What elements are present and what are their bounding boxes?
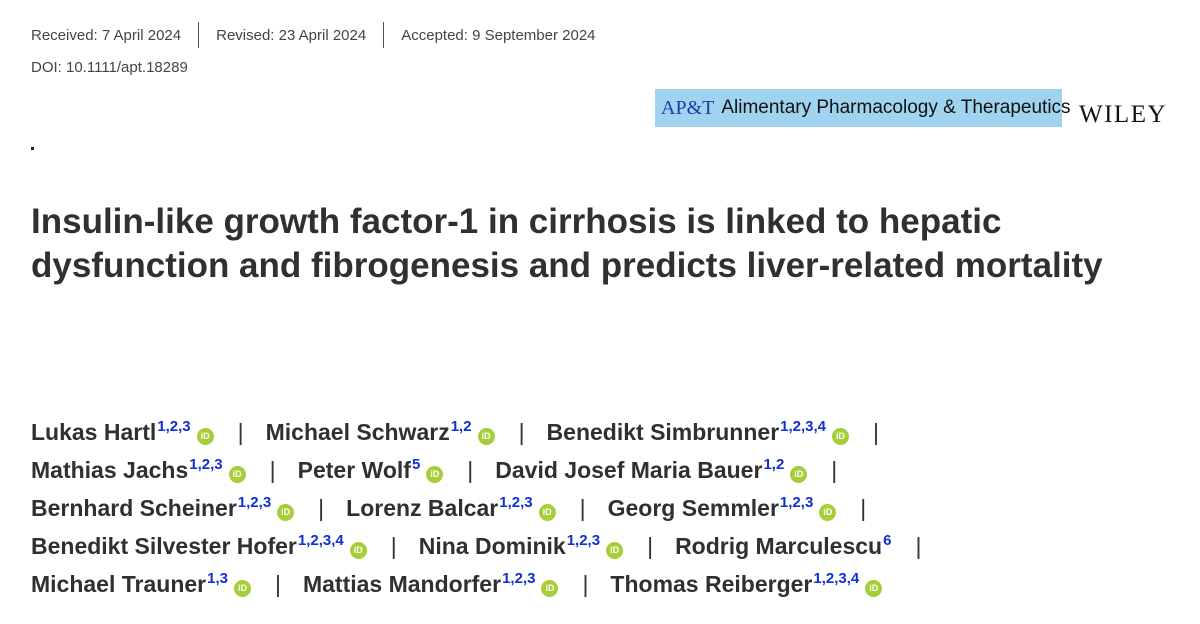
author-separator: | bbox=[647, 533, 654, 559]
author-separator: | bbox=[582, 571, 589, 597]
affiliation-superscript[interactable]: 6 bbox=[883, 532, 892, 549]
author-line: Benedikt Silvester Hofer1,2,3,4 iD | Nina D… bbox=[31, 522, 1181, 560]
author-separator: | bbox=[860, 495, 867, 521]
author-name[interactable]: Benedikt Silvester Hofer bbox=[31, 533, 297, 559]
author-separator: | bbox=[318, 495, 325, 521]
affiliation-superscript[interactable]: 1,2,3,4 bbox=[780, 418, 827, 435]
author-name[interactable]: Georg Semmler bbox=[607, 495, 779, 521]
affiliation-superscript[interactable]: 1,2,3 bbox=[189, 456, 223, 473]
orcid-icon[interactable]: iD bbox=[538, 504, 556, 521]
author-line: Lukas Hartl1,2,3 iD | Michael Schwarz1,2 iD |… bbox=[31, 408, 1181, 446]
author: Mattias Mandorfer1,2,3 iD bbox=[302, 560, 559, 603]
affiliation-superscript[interactable]: 5 bbox=[411, 456, 421, 473]
journal-badge[interactable]: AP&T Alimentary Pharmacology & Therapeut… bbox=[655, 89, 1071, 127]
orcid-icon[interactable]: iD bbox=[277, 504, 295, 521]
author: Rodrig Marculescu6 bbox=[675, 522, 891, 565]
orcid-icon[interactable]: iD bbox=[233, 580, 251, 597]
author: Thomas Reiberger1,2,3,4 iD bbox=[610, 560, 883, 603]
author-name[interactable]: Bernhard Scheiner bbox=[31, 495, 237, 521]
author: Peter Wolf5 iD bbox=[298, 446, 444, 489]
affiliation-superscript[interactable]: 1,2,3 bbox=[499, 494, 533, 511]
author-separator: | bbox=[579, 495, 586, 521]
author-separator: | bbox=[518, 419, 525, 445]
author-separator: | bbox=[269, 457, 276, 483]
author-separator: | bbox=[274, 571, 281, 597]
received-date: Received: 7 April 2024 bbox=[31, 26, 182, 44]
journal-abbr-logo: AP&T bbox=[661, 96, 715, 119]
orcid-icon[interactable]: iD bbox=[541, 580, 559, 597]
author-separator: | bbox=[467, 457, 474, 483]
author-separator: | bbox=[831, 457, 838, 483]
affiliation-superscript[interactable]: 1,2,3,4 bbox=[813, 570, 860, 587]
orcid-icon[interactable]: iD bbox=[196, 428, 214, 445]
affiliation-superscript[interactable]: 1,2,3 bbox=[779, 494, 814, 511]
orcid-icon[interactable]: iD bbox=[349, 542, 367, 559]
decorative-dot bbox=[31, 147, 34, 150]
author-separator: | bbox=[915, 533, 922, 559]
author-list: Lukas Hartl1,2,3iD | Michael Schwarz1,2iD |… bbox=[31, 408, 1181, 598]
affiliation-superscript[interactable]: 1,2,3 bbox=[566, 532, 601, 549]
author-name[interactable]: Benedikt Simbrunner bbox=[546, 419, 780, 445]
author-name[interactable]: Michael Trauner bbox=[31, 571, 207, 597]
author-separator: | bbox=[390, 533, 397, 559]
orcid-icon[interactable]: iD bbox=[426, 466, 444, 483]
article-title: Insulin-like growth factor-1 in cirrhosi… bbox=[31, 202, 1103, 285]
doi[interactable]: DOI: 10.1111/apt.18289 bbox=[31, 59, 188, 76]
author: Lorenz Balcar1,2,3 iD bbox=[346, 484, 556, 527]
divider bbox=[198, 22, 200, 48]
orcid-icon[interactable]: iD bbox=[832, 428, 850, 445]
affiliation-superscript[interactable]: 1,2,3 bbox=[157, 418, 191, 435]
author: David Josef Maria Bauer1,2 iD bbox=[495, 446, 808, 489]
author-separator: | bbox=[873, 419, 880, 445]
author-name[interactable]: Lorenz Balcar bbox=[346, 495, 499, 521]
author: Michael Schwarz1,2 iD bbox=[266, 408, 495, 451]
revised-date: Revised: 23 April 2024 bbox=[216, 26, 367, 44]
author-name[interactable]: Lukas Hartl bbox=[31, 419, 157, 445]
author: Mathias Jachs1,2,3 iD bbox=[31, 446, 246, 489]
author-name[interactable]: David Josef Maria Bauer bbox=[495, 457, 763, 483]
author-name[interactable]: Rodrig Marculescu bbox=[675, 533, 883, 559]
affiliation-superscript[interactable]: 1,2,3,4 bbox=[297, 532, 344, 549]
affiliation-superscript[interactable]: 1,2,3 bbox=[237, 494, 272, 511]
author-name[interactable]: Michael Schwarz bbox=[265, 419, 450, 445]
publication-history: Received: 7 April 2024 Revised: 23 April… bbox=[31, 22, 596, 48]
divider bbox=[383, 22, 385, 48]
author: Benedikt Simbrunner1,2,3,4 iD bbox=[546, 408, 850, 451]
author-name[interactable]: Thomas Reiberger bbox=[610, 571, 813, 597]
orcid-icon[interactable]: iD bbox=[606, 542, 624, 559]
affiliation-superscript[interactable]: 1,2 bbox=[450, 418, 472, 435]
author-name[interactable]: Peter Wolf bbox=[297, 457, 411, 483]
orcid-icon[interactable]: iD bbox=[477, 428, 495, 445]
author: Nina Dominik1,2,3 iD bbox=[418, 522, 624, 565]
author-name[interactable]: Mathias Jachs bbox=[31, 457, 189, 483]
orcid-icon[interactable]: iD bbox=[790, 466, 808, 483]
author: Benedikt Silvester Hofer1,2,3,4 iD bbox=[31, 522, 367, 565]
orcid-icon[interactable]: iD bbox=[819, 504, 837, 521]
author-name[interactable]: Nina Dominik bbox=[418, 533, 566, 559]
orcid-icon[interactable]: iD bbox=[865, 580, 883, 597]
author: Georg Semmler1,2,3 iD bbox=[608, 484, 837, 527]
author: Lukas Hartl1,2,3 iD bbox=[31, 408, 214, 451]
author-line: Mathias Jachs1,2,3 iD | Peter Wolf5 iD | David… bbox=[31, 446, 1181, 484]
author-separator: | bbox=[237, 419, 244, 445]
publisher-logo[interactable]: WILEY bbox=[1079, 101, 1168, 128]
journal-name: Alimentary Pharmacology & Therapeutics bbox=[721, 97, 1071, 118]
author-name[interactable]: Mattias Mandorfer bbox=[302, 571, 502, 597]
author: Michael Trauner1,3 iD bbox=[31, 560, 251, 603]
affiliation-superscript[interactable]: 1,2,3 bbox=[502, 570, 536, 587]
author-line: Bernhard Scheiner1,2,3iD | Lorenz Balcar1,… bbox=[31, 484, 1181, 522]
affiliation-superscript[interactable]: 1,2 bbox=[763, 456, 785, 473]
author-line: Michael Trauner1,3iD | Mattias Mandorfer1,… bbox=[31, 560, 1181, 598]
orcid-icon[interactable]: iD bbox=[228, 466, 246, 483]
accepted-date: Accepted: 9 September 2024 bbox=[401, 26, 596, 44]
author: Bernhard Scheiner1,2,3 iD bbox=[31, 484, 295, 527]
affiliation-superscript[interactable]: 1,3 bbox=[207, 570, 228, 587]
